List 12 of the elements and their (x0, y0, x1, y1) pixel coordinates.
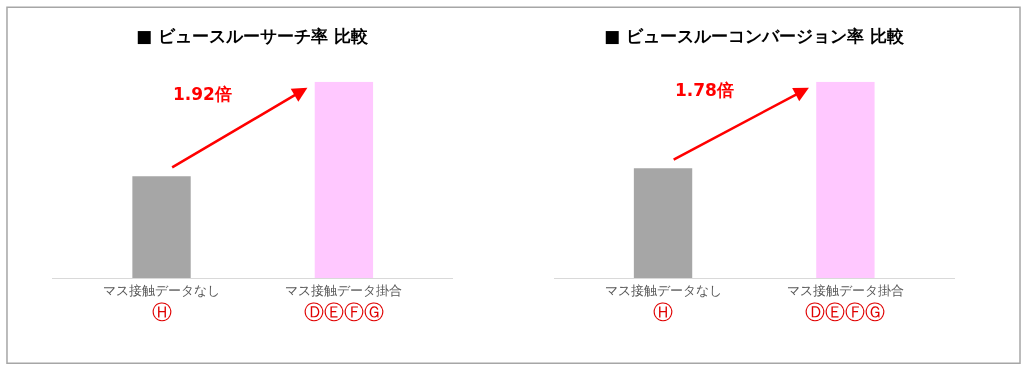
chart-title: ■ ビュースルーサーチ率 比較 (136, 26, 369, 46)
x-tick-label: マス接触データ掛合 (786, 283, 904, 299)
annotation: 1.78倍 (675, 80, 734, 100)
x-tick-label: マス接触データなし (103, 283, 221, 299)
x-tick-label: マス接触データなし (604, 283, 722, 299)
annotation: 1.92倍 (173, 84, 232, 104)
chart-title: ■ ビュースルーコンバージョン率 比較 (604, 26, 905, 46)
text: Ⓗ (653, 300, 673, 324)
text: ⒹⒺⒻⒼ (805, 300, 885, 324)
x-tick-label: マス接触データ掛合 (285, 283, 403, 299)
text: ⒹⒺⒻⒼ (304, 300, 384, 324)
text: Ⓗ (152, 300, 172, 324)
